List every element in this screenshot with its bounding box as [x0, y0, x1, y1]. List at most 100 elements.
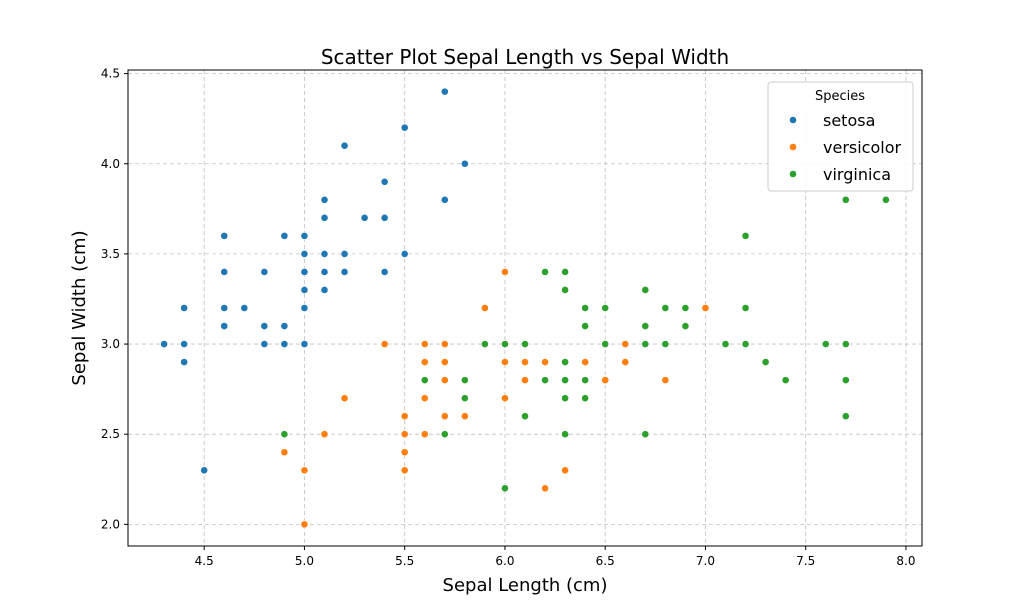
- series-setosa: [160, 87, 469, 475]
- data-point-virginica: [581, 394, 590, 403]
- chart-title: Scatter Plot Sepal Length vs Sepal Width: [321, 45, 729, 69]
- legend: Species setosa versicolor virginica: [767, 81, 914, 192]
- data-point-versicolor: [340, 394, 349, 403]
- data-point-setosa: [320, 250, 329, 258]
- x-tick-label: 6.0: [495, 554, 514, 568]
- data-point-virginica: [581, 304, 590, 312]
- data-point-versicolor: [501, 394, 509, 403]
- x-tick-label: 7.5: [796, 554, 815, 568]
- data-point-virginica: [581, 322, 590, 330]
- data-point-virginica: [561, 376, 570, 385]
- data-point-setosa: [400, 123, 409, 132]
- data-point-setosa: [280, 231, 289, 240]
- data-point-setosa: [260, 322, 269, 330]
- data-point-virginica: [641, 430, 650, 439]
- x-tick-label: 6.5: [596, 554, 615, 568]
- data-point-virginica: [561, 394, 570, 403]
- data-point-virginica: [661, 304, 670, 312]
- data-point-setosa: [220, 268, 229, 276]
- data-point-virginica: [460, 394, 469, 403]
- data-point-versicolor: [521, 376, 529, 385]
- data-point-setosa: [220, 231, 229, 240]
- y-axis-label: Sepal Width (cm): [69, 230, 90, 385]
- data-point-virginica: [882, 195, 890, 204]
- data-point-setosa: [380, 177, 389, 186]
- data-point-setosa: [160, 340, 168, 348]
- data-point-versicolor: [581, 358, 590, 366]
- data-points: [160, 87, 890, 529]
- legend-marker-versicolor: [789, 143, 797, 151]
- data-point-virginica: [541, 268, 549, 276]
- legend-box: [767, 81, 914, 192]
- data-point-setosa: [180, 304, 189, 312]
- plot-frame: [127, 69, 923, 547]
- data-point-versicolor: [561, 466, 570, 475]
- data-point-setosa: [260, 340, 269, 348]
- data-point-versicolor: [501, 358, 509, 366]
- data-point-virginica: [841, 412, 850, 421]
- data-point-virginica: [501, 340, 509, 348]
- legend-title: Species: [815, 89, 865, 104]
- data-point-setosa: [400, 250, 409, 258]
- data-point-virginica: [420, 376, 429, 385]
- data-point-virginica: [661, 340, 670, 348]
- data-point-setosa: [280, 340, 289, 348]
- data-point-versicolor: [440, 358, 449, 366]
- data-point-setosa: [240, 304, 249, 312]
- data-point-virginica: [601, 340, 610, 348]
- data-point-setosa: [300, 250, 309, 258]
- y-axis-ticks: 2.0 2.5 3.0 3.5 4.0 4.5: [101, 67, 128, 531]
- data-point-virginica: [440, 430, 449, 439]
- data-point-virginica: [821, 340, 830, 348]
- data-point-virginica: [541, 376, 549, 385]
- data-point-setosa: [200, 466, 209, 475]
- series-virginica: [280, 195, 890, 493]
- data-point-versicolor: [440, 376, 449, 385]
- x-axis-label: Sepal Length (cm): [443, 575, 608, 596]
- data-point-versicolor: [380, 340, 389, 348]
- data-point-versicolor: [661, 376, 670, 385]
- data-point-versicolor: [420, 340, 429, 348]
- legend-marker-setosa: [789, 116, 797, 124]
- data-point-versicolor: [400, 466, 409, 475]
- data-point-versicolor: [621, 340, 630, 348]
- legend-marker-virginica: [789, 170, 797, 178]
- data-point-setosa: [380, 213, 389, 222]
- x-tick-label: 8.0: [896, 554, 915, 568]
- data-point-virginica: [781, 376, 790, 385]
- legend-label-versicolor: versicolor: [823, 138, 901, 157]
- data-point-versicolor: [440, 340, 449, 348]
- data-point-setosa: [320, 268, 329, 276]
- data-point-virginica: [561, 430, 570, 439]
- data-point-setosa: [460, 159, 469, 168]
- y-tick-label: 3.0: [101, 337, 120, 351]
- data-point-setosa: [260, 268, 269, 276]
- data-point-versicolor: [280, 448, 289, 457]
- data-point-setosa: [280, 322, 289, 330]
- data-point-virginica: [460, 376, 469, 385]
- data-point-versicolor: [300, 520, 309, 529]
- data-point-versicolor: [320, 430, 329, 439]
- data-point-setosa: [180, 358, 189, 366]
- data-point-virginica: [561, 268, 570, 276]
- data-point-versicolor: [420, 358, 429, 366]
- data-point-versicolor: [601, 376, 610, 385]
- data-point-setosa: [340, 141, 349, 150]
- data-point-versicolor: [400, 430, 409, 439]
- x-tick-label: 4.5: [195, 554, 214, 568]
- data-point-setosa: [440, 195, 449, 204]
- legend-items: setosa versicolor virginica: [789, 111, 901, 184]
- data-point-versicolor: [400, 412, 409, 421]
- data-point-versicolor: [701, 304, 710, 312]
- data-point-virginica: [681, 304, 690, 312]
- data-point-virginica: [521, 340, 529, 348]
- x-tick-label: 7.0: [696, 554, 715, 568]
- data-point-versicolor: [621, 358, 630, 366]
- y-tick-label: 4.5: [101, 67, 120, 81]
- x-tick-label: 5.5: [395, 554, 414, 568]
- legend-label-setosa: setosa: [823, 111, 875, 130]
- data-point-versicolor: [501, 268, 509, 276]
- data-point-virginica: [280, 430, 289, 439]
- data-point-versicolor: [420, 394, 429, 403]
